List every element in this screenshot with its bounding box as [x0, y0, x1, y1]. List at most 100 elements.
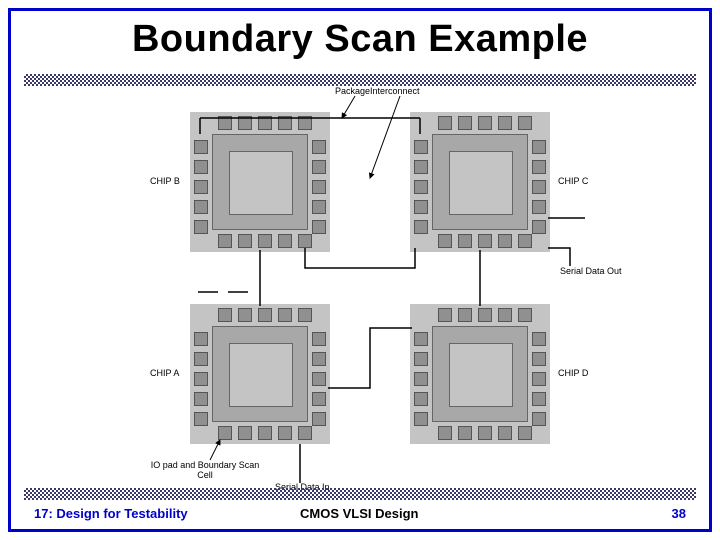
- boundary-scan-pad: [258, 426, 272, 440]
- label-chip-d: CHIP D: [558, 368, 588, 378]
- diagram-area: PackageInterconnect CHIP B CHIP C CHIP A…: [110, 88, 610, 488]
- boundary-scan-pad: [438, 116, 452, 130]
- boundary-scan-pad: [218, 234, 232, 248]
- chip-c: [410, 112, 550, 252]
- boundary-scan-pad: [532, 352, 546, 366]
- boundary-scan-pad: [238, 234, 252, 248]
- boundary-scan-pad: [532, 332, 546, 346]
- boundary-scan-pad: [478, 234, 492, 248]
- boundary-scan-pad: [312, 372, 326, 386]
- label-chip-c: CHIP C: [558, 176, 588, 186]
- label-pkg-interconnect: PackageInterconnect: [335, 86, 420, 96]
- divider-bottom: [24, 488, 696, 500]
- boundary-scan-pad: [518, 116, 532, 130]
- boundary-scan-pad: [278, 308, 292, 322]
- boundary-scan-pad: [312, 140, 326, 154]
- boundary-scan-pad: [414, 200, 428, 214]
- boundary-scan-pad: [532, 180, 546, 194]
- boundary-scan-pad: [194, 392, 208, 406]
- boundary-scan-pad: [532, 372, 546, 386]
- label-chip-a: CHIP A: [150, 368, 179, 378]
- boundary-scan-pad: [438, 234, 452, 248]
- boundary-scan-pad: [498, 116, 512, 130]
- boundary-scan-pad: [312, 412, 326, 426]
- footer-center: CMOS VLSI Design: [300, 506, 418, 521]
- boundary-scan-pad: [278, 234, 292, 248]
- boundary-scan-pad: [478, 116, 492, 130]
- boundary-scan-pad: [498, 308, 512, 322]
- boundary-scan-pad: [518, 426, 532, 440]
- boundary-scan-pad: [518, 234, 532, 248]
- boundary-scan-pad: [238, 116, 252, 130]
- divider-top: [24, 74, 696, 86]
- boundary-scan-pad: [532, 140, 546, 154]
- boundary-scan-pad: [258, 234, 272, 248]
- boundary-scan-pad: [312, 200, 326, 214]
- boundary-scan-pad: [194, 372, 208, 386]
- boundary-scan-pad: [194, 220, 208, 234]
- chip-ring: [432, 134, 528, 230]
- boundary-scan-pad: [414, 392, 428, 406]
- boundary-scan-pad: [414, 412, 428, 426]
- boundary-scan-pad: [258, 116, 272, 130]
- boundary-scan-pad: [194, 332, 208, 346]
- chip-core: [449, 151, 513, 215]
- slide-title: Boundary Scan Example: [0, 18, 720, 61]
- boundary-scan-pad: [532, 412, 546, 426]
- boundary-scan-pad: [312, 352, 326, 366]
- boundary-scan-pad: [298, 234, 312, 248]
- boundary-scan-pad: [218, 426, 232, 440]
- boundary-scan-pad: [498, 234, 512, 248]
- label-serial-out: Serial Data Out: [560, 266, 622, 276]
- boundary-scan-pad: [438, 426, 452, 440]
- label-chip-b: CHIP B: [150, 176, 180, 186]
- boundary-scan-pad: [498, 426, 512, 440]
- boundary-scan-pad: [278, 426, 292, 440]
- boundary-scan-pad: [458, 116, 472, 130]
- chip-d: [410, 304, 550, 444]
- boundary-scan-pad: [312, 220, 326, 234]
- boundary-scan-pad: [194, 412, 208, 426]
- boundary-scan-pad: [414, 160, 428, 174]
- footer-right: 38: [672, 506, 686, 521]
- boundary-scan-pad: [414, 220, 428, 234]
- boundary-scan-pad: [414, 352, 428, 366]
- chip-core: [449, 343, 513, 407]
- chip-b: [190, 112, 330, 252]
- boundary-scan-pad: [194, 140, 208, 154]
- boundary-scan-pad: [298, 116, 312, 130]
- boundary-scan-pad: [414, 140, 428, 154]
- boundary-scan-pad: [194, 352, 208, 366]
- boundary-scan-pad: [458, 234, 472, 248]
- boundary-scan-pad: [532, 200, 546, 214]
- chip-ring: [212, 134, 308, 230]
- boundary-scan-pad: [298, 308, 312, 322]
- boundary-scan-pad: [458, 426, 472, 440]
- boundary-scan-pad: [478, 426, 492, 440]
- boundary-scan-pad: [458, 308, 472, 322]
- chip-ring: [432, 326, 528, 422]
- boundary-scan-pad: [194, 160, 208, 174]
- boundary-scan-pad: [194, 200, 208, 214]
- boundary-scan-pad: [532, 220, 546, 234]
- chip-core: [229, 343, 293, 407]
- boundary-scan-pad: [532, 392, 546, 406]
- label-io-pad: IO pad and Boundary Scan Cell: [150, 460, 260, 480]
- boundary-scan-pad: [298, 426, 312, 440]
- boundary-scan-pad: [218, 116, 232, 130]
- footer-left: 17: Design for Testability: [34, 506, 188, 521]
- boundary-scan-pad: [278, 116, 292, 130]
- boundary-scan-pad: [414, 332, 428, 346]
- boundary-scan-pad: [414, 372, 428, 386]
- boundary-scan-pad: [238, 426, 252, 440]
- boundary-scan-pad: [532, 160, 546, 174]
- boundary-scan-pad: [258, 308, 272, 322]
- boundary-scan-pad: [312, 180, 326, 194]
- boundary-scan-pad: [414, 180, 428, 194]
- chip-ring: [212, 326, 308, 422]
- chip-a: [190, 304, 330, 444]
- boundary-scan-pad: [312, 332, 326, 346]
- boundary-scan-pad: [518, 308, 532, 322]
- boundary-scan-pad: [438, 308, 452, 322]
- boundary-scan-pad: [218, 308, 232, 322]
